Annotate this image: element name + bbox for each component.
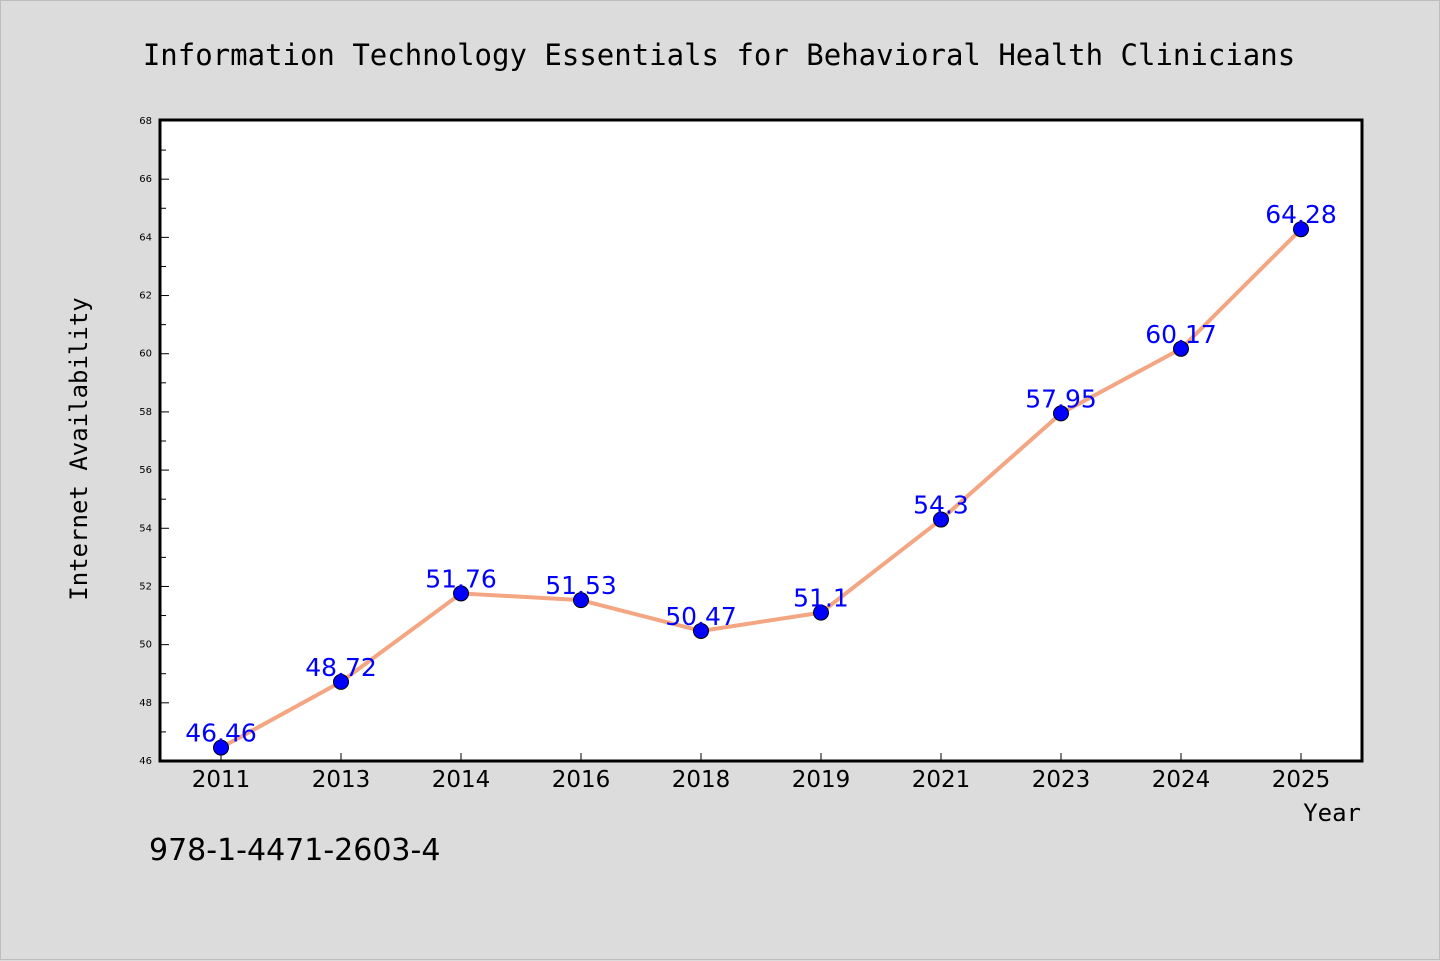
- data-point-marker: [693, 622, 709, 639]
- x-tick-label: 2011: [192, 767, 251, 793]
- y-tick-label: 54: [139, 523, 152, 534]
- y-tick-label: 48: [139, 698, 152, 709]
- data-point-marker: [213, 739, 229, 756]
- x-axis-label: Year: [1303, 799, 1361, 827]
- series-line: [220, 227, 1303, 750]
- y-tick-label: 52: [139, 581, 152, 592]
- y-tick-label: 66: [139, 174, 152, 185]
- data-point-label: 46.46: [185, 719, 257, 748]
- y-axis-label: Internet Availability: [65, 297, 93, 600]
- y-tick-label: 64: [139, 232, 152, 243]
- x-tick-label: 2024: [1152, 767, 1211, 793]
- data-point-label: 48.72: [305, 653, 377, 682]
- y-tick-label: 60: [139, 349, 152, 360]
- y-tick-label: 62: [139, 291, 152, 302]
- x-tick-label: 2014: [432, 767, 491, 793]
- data-point-marker: [333, 673, 349, 690]
- y-tick-label: 68: [139, 116, 152, 127]
- y-tick-label: 50: [139, 640, 152, 651]
- x-tick-label: 2019: [792, 767, 851, 793]
- data-point-marker: [1053, 405, 1069, 422]
- x-tick-label: 2013: [312, 767, 371, 793]
- data-point-label: 51.76: [425, 564, 497, 593]
- plot-area: [158, 118, 1364, 763]
- data-point-marker: [453, 585, 469, 602]
- data-series: 46.46 48.72 51.76 51.53 50.47 51.1 54.3 57.95 60…: [185, 200, 1337, 756]
- data-point-label: 60.17: [1145, 320, 1217, 349]
- x-axis-ticks: 2011 2013 2014 2016 2018 2019 2021 2023 2024 2025: [192, 753, 1331, 793]
- data-point-label: 54.3: [913, 491, 969, 520]
- data-point-label: 64.28: [1265, 200, 1337, 229]
- x-tick-label: 2023: [1032, 767, 1091, 793]
- x-tick-label: 2025: [1272, 767, 1331, 793]
- data-point-label: 51.53: [545, 571, 617, 600]
- data-point-marker: [813, 604, 829, 621]
- x-tick-label: 2018: [672, 767, 731, 793]
- x-tick-label: 2021: [912, 767, 971, 793]
- data-point-label: 51.1: [793, 584, 849, 613]
- x-tick-label: 2016: [552, 767, 611, 793]
- data-point-marker: [1293, 221, 1309, 238]
- y-tick-label: 46: [139, 756, 152, 767]
- chart-title: Information Technology Essentials for Be…: [143, 38, 1295, 72]
- data-point-marker: [573, 592, 589, 609]
- data-point-label: 50.47: [665, 602, 737, 631]
- isbn-footer-text: 978-1-4471-2603-4: [149, 833, 441, 868]
- data-point-marker: [1173, 340, 1189, 357]
- data-point-marker: [933, 511, 949, 528]
- y-axis-ticks: 46 48 50 52 54 56 58 60 62 64 66 68: [139, 116, 169, 767]
- y-tick-label: 58: [139, 407, 152, 418]
- data-point-label: 57.95: [1025, 384, 1097, 413]
- y-tick-label: 56: [139, 465, 152, 476]
